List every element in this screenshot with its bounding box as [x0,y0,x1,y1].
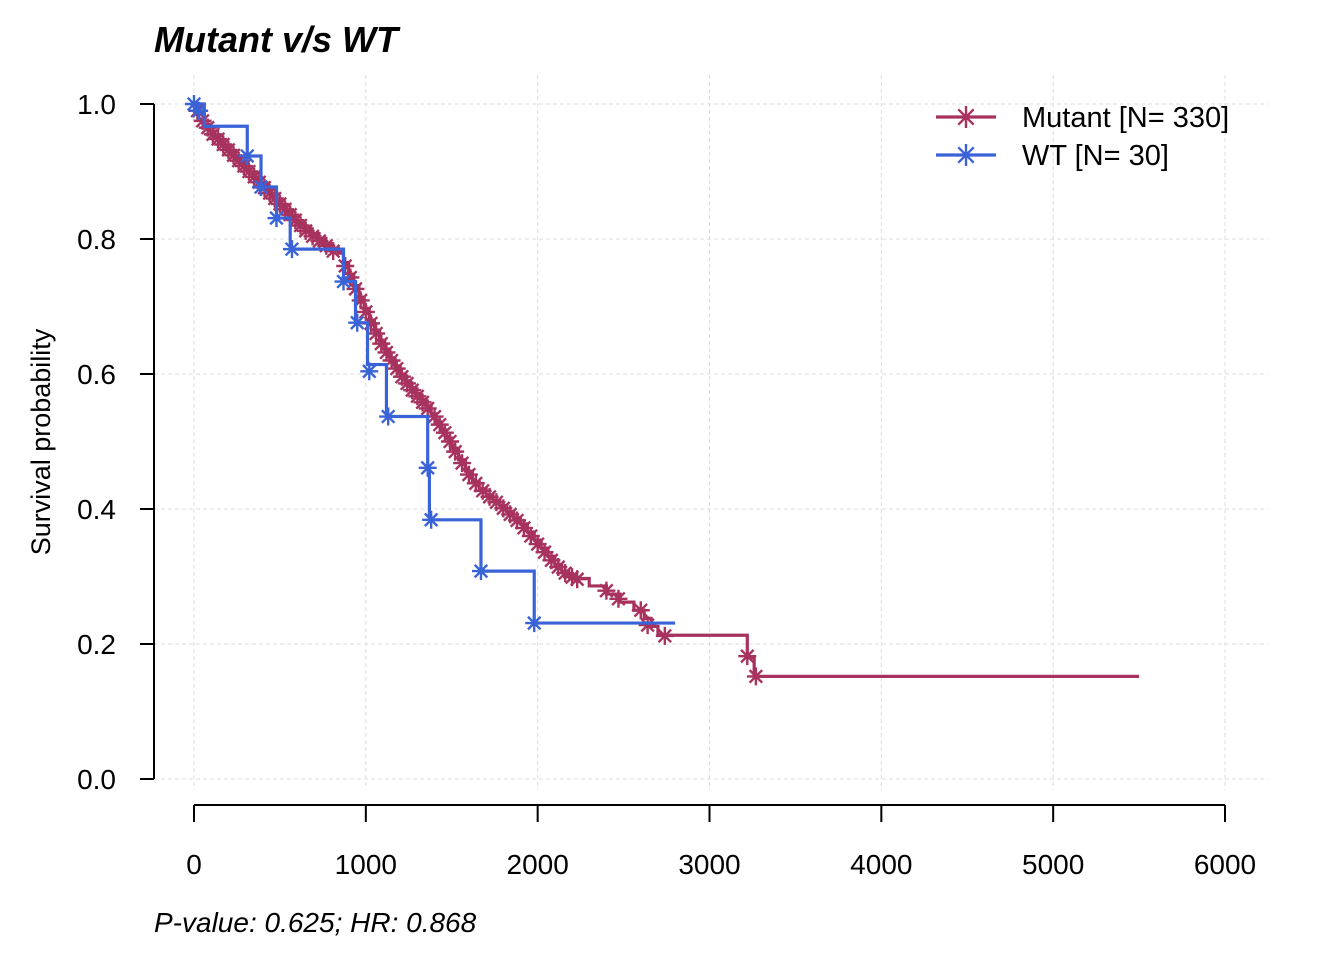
censor-mark [324,242,343,261]
km-curve-mutant [194,102,1140,678]
legend-entry: WT [N= 30] [936,140,1169,172]
censor-mark [738,647,757,666]
censor-mark [568,570,587,589]
censor-mark [655,626,674,645]
censor-mark [556,564,575,583]
censor-mark [348,313,367,332]
censor-mark [609,589,628,608]
chart-title: Mutant v/s WT [154,19,401,60]
plot-area [185,95,1140,686]
censor-mark [252,178,271,197]
censor-mark [360,362,379,381]
censor-mark [356,302,375,321]
censor-mark [453,454,472,473]
grid-lines [154,75,1268,790]
censor-mark [387,359,406,378]
censor-mark [382,351,401,370]
x-tick-label: 2000 [507,849,569,880]
axes: 0.0 0.2 0.4 0.6 0.8 1.0 0 1000 2000 3000 4000 5000 6… [77,89,1256,880]
x-tick-label: 6000 [1194,849,1256,880]
x-tick-label: 3000 [678,849,740,880]
y-tick-label: 1.0 [77,89,116,120]
y-tick-label: 0.4 [77,494,116,525]
censor-mark [422,510,441,529]
censor-mark [459,465,478,484]
censor-mark [746,667,765,686]
censor-mark [441,432,460,451]
censor-mark [425,407,444,426]
censor-mark [638,616,657,635]
censor-mark [310,232,329,251]
censor-mark [190,101,209,120]
legend: Mutant [N= 330] WT [N= 30] [936,102,1229,172]
y-tick-label: 0.6 [77,359,116,390]
censor-mark [379,407,398,426]
censor-mark [508,511,527,530]
censor-mark [238,146,257,165]
censor-mark [487,493,506,512]
censor-mark [466,474,485,493]
censor-mark [525,614,544,633]
censor-mark [303,227,322,246]
censor-mark [282,240,301,259]
y-tick-label: 0.0 [77,764,116,795]
censor-mark [367,324,386,343]
censor-mark [471,562,490,581]
censor-mark [549,558,568,577]
censor-mark [361,314,380,333]
legend-marker [955,144,977,166]
censor-mark [528,535,547,554]
x-tick-label: 0 [186,849,202,880]
censor-mark [563,568,582,587]
censor-mark [521,527,540,545]
censor-mark [542,551,561,570]
legend-marker [955,106,977,128]
censor-mark [334,272,353,291]
censor-mark [351,291,370,310]
censor-mark [430,415,449,434]
legend-label: Mutant [N= 330] [1022,102,1229,134]
y-axis-label: Survival probability [26,328,56,555]
x-tick-label: 4000 [850,849,912,880]
p-value-footnote: P-value: 0.625; HR: 0.868 [154,907,477,938]
censor-mark [341,268,360,287]
censor-mark [514,518,533,537]
censor-mark [377,343,396,362]
censor-mark [418,399,437,418]
y-tick-label: 0.2 [77,629,116,660]
censor-mark [435,423,454,442]
censor-mark [446,442,465,461]
censor-mark [535,543,554,562]
censor-mark [494,499,513,518]
censor-mark [336,257,355,275]
censor-mark [597,581,616,600]
censor-mark [267,209,286,228]
censor-mark [501,505,520,524]
legend-entry: Mutant [N= 330] [936,102,1229,134]
censor-mark [372,334,391,353]
legend-label: WT [N= 30] [1022,140,1169,172]
censor-mark [418,458,437,477]
y-tick-label: 0.8 [77,224,116,255]
x-tick-label: 1000 [335,849,397,880]
censor-mark [631,601,650,620]
x-tick-label: 5000 [1022,849,1084,880]
censor-mark [473,481,492,500]
